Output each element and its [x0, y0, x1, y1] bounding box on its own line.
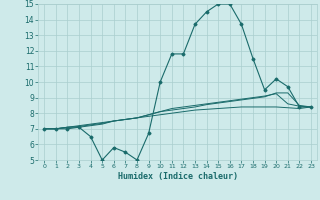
X-axis label: Humidex (Indice chaleur): Humidex (Indice chaleur) [118, 172, 238, 181]
